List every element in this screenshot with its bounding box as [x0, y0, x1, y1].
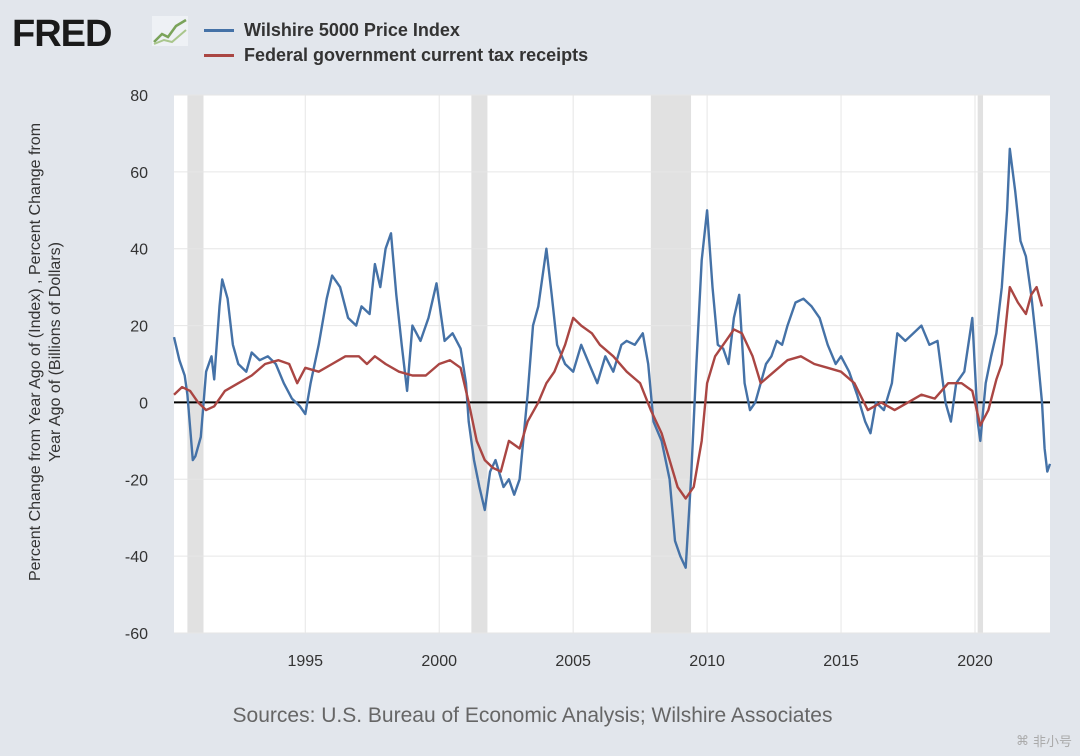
fred-trend-icon [152, 16, 188, 46]
x-tick-label: 2020 [957, 653, 993, 670]
y-tick-label: 80 [130, 88, 148, 105]
series-line-wilshire[interactable] [172, 147, 1052, 569]
recession-band [471, 95, 488, 633]
legend-item-wilshire[interactable]: Wilshire 5000 Price Index [204, 18, 588, 43]
y-tick-label: -40 [125, 549, 148, 566]
legend-swatch-wilshire [204, 29, 234, 32]
source-note: Sources: U.S. Bureau of Economic Analysi… [232, 704, 833, 727]
fred-logo: FRED [12, 13, 112, 55]
y-axis-label-line: Percent Change from Year Ago of (Index) … [27, 123, 44, 581]
recession-band [187, 95, 204, 633]
watermark-text: 非小号 [1032, 734, 1072, 749]
x-tick-label: 1995 [287, 653, 323, 670]
legend-label-tax-receipts: Federal government current tax receipts [244, 45, 589, 65]
legend-label-wilshire: Wilshire 5000 Price Index [244, 20, 460, 40]
plot-area [174, 95, 1050, 633]
x-tick-label: 2010 [689, 653, 725, 670]
legend-item-tax-receipts[interactable]: Federal government current tax receipts [204, 43, 588, 68]
legend-swatch-tax-receipts [204, 54, 234, 57]
line-chart[interactable]: 80 60 40 20 0 -20 -40 -60 1995 2000 2005 2010 2015 20… [0, 0, 1080, 700]
y-tick-label: 40 [130, 242, 148, 259]
watermark: ⌘ 非小号 [1016, 731, 1072, 750]
chart-legend: Wilshire 5000 Price Index Federal govern… [204, 18, 588, 68]
x-tick-label: 2015 [823, 653, 859, 670]
x-tick-label: 2005 [555, 653, 591, 670]
y-axis-label: Percent Change from Year Ago of (Index) … [27, 123, 64, 581]
watermark-logo-icon: ⌘ [1015, 732, 1029, 748]
y-tick-label: 60 [130, 165, 148, 182]
recession-band [650, 95, 692, 633]
y-axis-label-line: Year Ago of (Billions of Dollars) [47, 242, 64, 462]
y-tick-label: -20 [125, 472, 148, 489]
y-tick-label: 0 [139, 395, 148, 412]
x-tick-label: 2000 [421, 653, 457, 670]
recession-band [977, 95, 984, 633]
y-tick-label: 20 [130, 319, 148, 336]
y-tick-label: -60 [125, 626, 148, 643]
series-line-tax-receipts[interactable] [173, 285, 1044, 500]
